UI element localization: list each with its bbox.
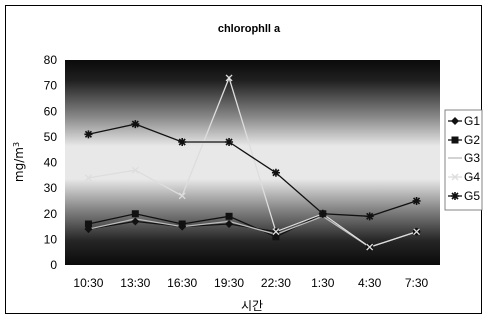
data-point-g5 [412, 196, 421, 205]
y-tick-label: 20 [44, 207, 58, 221]
legend-label: G2 [464, 133, 480, 147]
legend-box [444, 109, 483, 211]
legend-marker [451, 117, 459, 125]
data-point-g5 [365, 212, 374, 221]
y-tick-label: 70 [44, 79, 58, 93]
x-tick-label: 19:30 [214, 276, 244, 290]
data-point-g2 [178, 220, 186, 228]
data-point-g2 [84, 220, 92, 228]
x-tick-label: 13:30 [120, 276, 150, 290]
plot-area [65, 60, 440, 265]
data-point-g4 [131, 166, 139, 174]
data-point-g4 [84, 174, 92, 182]
legend-marker [451, 173, 459, 181]
y-tick-label: 30 [44, 181, 58, 195]
legend-label: G4 [464, 170, 480, 184]
data-point-g5 [225, 138, 234, 146]
legend-entry-g4: G4 [448, 170, 480, 184]
y-tick-label: 40 [44, 156, 58, 170]
data-point-g2 [225, 212, 233, 220]
series-line-g5 [88, 123, 417, 217]
data-point-g2 [272, 233, 280, 241]
data-point-g1 [225, 220, 234, 228]
y-axis-label-base: mg/m [12, 147, 26, 182]
legend-label: G1 [464, 114, 480, 128]
series-line-g4 [88, 75, 417, 248]
legend-marker [451, 192, 459, 200]
y-axis-label: mg/m3 [12, 142, 27, 182]
legend-entry-g3: G3 [448, 151, 480, 165]
y-tick-label: 10 [44, 232, 58, 246]
data-point-g5 [131, 120, 140, 129]
data-point-g4 [366, 243, 374, 251]
legend-label: G3 [464, 151, 480, 165]
data-point-g4 [178, 192, 186, 200]
x-tick-label: 10:30 [73, 276, 103, 290]
data-point-g1 [131, 217, 140, 226]
legend-entry-g5: G5 [448, 189, 480, 203]
x-tick-label: 22:30 [261, 276, 291, 290]
x-tick-label: 16:30 [167, 276, 197, 290]
data-point-g4 [272, 228, 280, 236]
data-point-g4 [225, 74, 233, 82]
chart-title: chlorophll a [218, 23, 281, 35]
y-tick-label: 80 [44, 53, 58, 67]
data-point-g2 [131, 210, 139, 218]
data-point-g5 [318, 209, 327, 218]
y-tick-label: 50 [44, 130, 58, 144]
y-tick-label: 60 [44, 104, 58, 118]
legend-entry-g2: G2 [448, 133, 480, 147]
y-tick-label: 0 [50, 258, 57, 272]
data-point-g5 [271, 168, 280, 177]
x-tick-label: 4:30 [358, 276, 382, 290]
legend-label: G5 [464, 189, 480, 203]
y-axis-label-sup: 3 [12, 142, 21, 147]
legend: G1 G2 G3 G4 G5 [444, 109, 483, 211]
data-point-g5 [84, 130, 93, 139]
data-point-g4 [413, 228, 421, 236]
x-tick-label: 1:30 [311, 276, 335, 290]
x-tick-label: 7:30 [405, 276, 429, 290]
legend-entry-g1: G1 [448, 114, 480, 128]
data-point-g5 [178, 138, 187, 146]
legend-marker [451, 136, 459, 144]
x-axis-label: 시간 [241, 299, 263, 313]
